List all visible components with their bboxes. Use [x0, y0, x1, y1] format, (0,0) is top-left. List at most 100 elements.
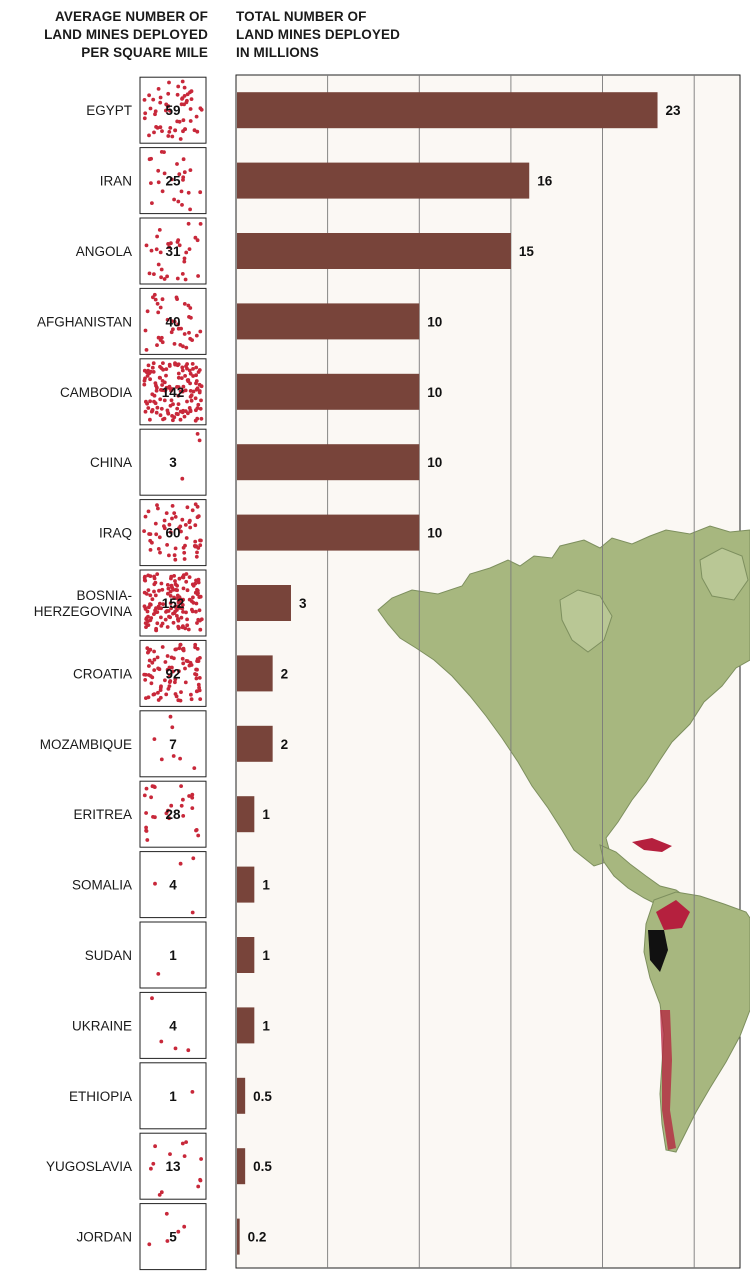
country-label-line: MOZAMBIQUE	[40, 737, 132, 752]
mine-dot	[163, 678, 167, 683]
country-label: YUGOSLAVIA	[46, 1159, 132, 1174]
mine-dot	[159, 757, 164, 762]
mine-dot	[181, 648, 186, 653]
density-value: 4	[169, 1018, 177, 1033]
mine-dot	[184, 1140, 189, 1144]
mine-dot	[147, 658, 152, 663]
mine-dot	[172, 342, 177, 346]
mine-dot	[159, 615, 163, 620]
mine-dot	[147, 93, 152, 98]
mine-dot	[151, 1161, 156, 1166]
mine-dot	[181, 610, 185, 614]
mine-dot	[148, 548, 153, 552]
mine-dot	[198, 190, 203, 195]
americas-map	[377, 525, 750, 1153]
mine-dot	[168, 594, 173, 598]
mine-dot	[179, 615, 184, 620]
mine-dot	[165, 583, 170, 587]
mine-dot	[145, 374, 150, 378]
country-label-line: HERZEGOVINA	[34, 604, 132, 619]
colombia-highlight	[656, 900, 690, 930]
mine-dot	[197, 676, 202, 680]
mine-dot	[168, 1152, 172, 1156]
mine-dot	[173, 579, 177, 583]
mine-dot	[172, 415, 177, 420]
mine-dot	[171, 620, 176, 625]
mine-dot	[155, 301, 160, 306]
mine-dot	[145, 838, 150, 842]
mine-dot	[152, 130, 156, 135]
bar	[237, 937, 255, 973]
mine-dot	[185, 505, 190, 510]
mine-dot	[193, 396, 198, 401]
mine-dot	[175, 583, 180, 588]
mine-dot	[152, 576, 157, 581]
mine-dot	[172, 553, 177, 558]
mine-dot	[148, 399, 153, 404]
chile-coast-highlight	[660, 1010, 676, 1150]
mine-dot	[190, 607, 194, 612]
mine-dot	[161, 417, 165, 422]
row-1: IRAN 25 16	[100, 147, 553, 215]
mine-dot	[171, 327, 175, 332]
mine-dot	[178, 698, 183, 703]
mine-dot	[170, 516, 174, 521]
mine-dot	[178, 642, 183, 647]
mine-dot	[186, 221, 191, 226]
mine-dot	[175, 92, 180, 97]
mine-dot	[176, 385, 181, 389]
mine-dot	[176, 199, 181, 204]
mine-dot	[144, 825, 149, 830]
bar	[237, 1077, 246, 1114]
country-label-line: UKRAINE	[72, 1018, 132, 1033]
mine-dot	[168, 530, 173, 535]
mine-dot	[158, 397, 163, 402]
total-header-line-2: LAND MINES DEPLOYED	[236, 27, 400, 42]
mine-dot	[156, 506, 160, 511]
mine-dot	[184, 610, 188, 615]
bar-value-label: 10	[427, 314, 442, 329]
mine-dot	[151, 815, 155, 819]
country-label: BOSNIA-HERZEGOVINA	[34, 588, 132, 619]
mine-dot	[175, 119, 180, 124]
mine-dot	[181, 384, 186, 389]
mine-dot	[199, 1157, 204, 1161]
mine-dot	[145, 309, 150, 314]
mine-dot	[177, 576, 182, 581]
mine-dot	[194, 554, 199, 559]
country-label-line: SUDAN	[85, 948, 132, 963]
mine-dot	[180, 96, 185, 100]
mine-dot	[156, 335, 161, 340]
mine-dot	[167, 680, 172, 684]
mine-dot	[147, 133, 151, 138]
mine-dot	[148, 417, 152, 422]
bar-value-label: 15	[519, 244, 535, 259]
density-value: 60	[165, 526, 180, 541]
hudson-region	[559, 589, 613, 653]
country-label: UKRAINE	[72, 1018, 132, 1033]
mine-dot	[196, 577, 201, 582]
mine-dot	[144, 829, 149, 833]
country-label-line: IRAQ	[99, 526, 132, 541]
mine-dot	[158, 601, 162, 606]
mine-dot	[158, 413, 163, 418]
mine-dot	[158, 100, 163, 105]
mine-dot	[174, 605, 179, 609]
mine-dot	[199, 398, 203, 403]
mine-dot	[152, 657, 157, 662]
mine-dot	[150, 597, 155, 602]
mine-dot	[160, 645, 165, 649]
mine-dot	[151, 97, 156, 102]
mine-dot	[169, 803, 174, 808]
mine-dot	[143, 409, 148, 414]
row-2: ANGOLA 31 15	[76, 217, 535, 285]
density-value: 7	[169, 737, 177, 752]
country-label: ERITREA	[73, 807, 132, 822]
mine-dot	[186, 378, 191, 382]
mine-dot	[182, 1154, 187, 1158]
mine-dot	[196, 591, 200, 596]
mine-dot	[159, 1190, 164, 1195]
mine-dot	[175, 406, 180, 411]
density-value: 1	[169, 948, 177, 963]
